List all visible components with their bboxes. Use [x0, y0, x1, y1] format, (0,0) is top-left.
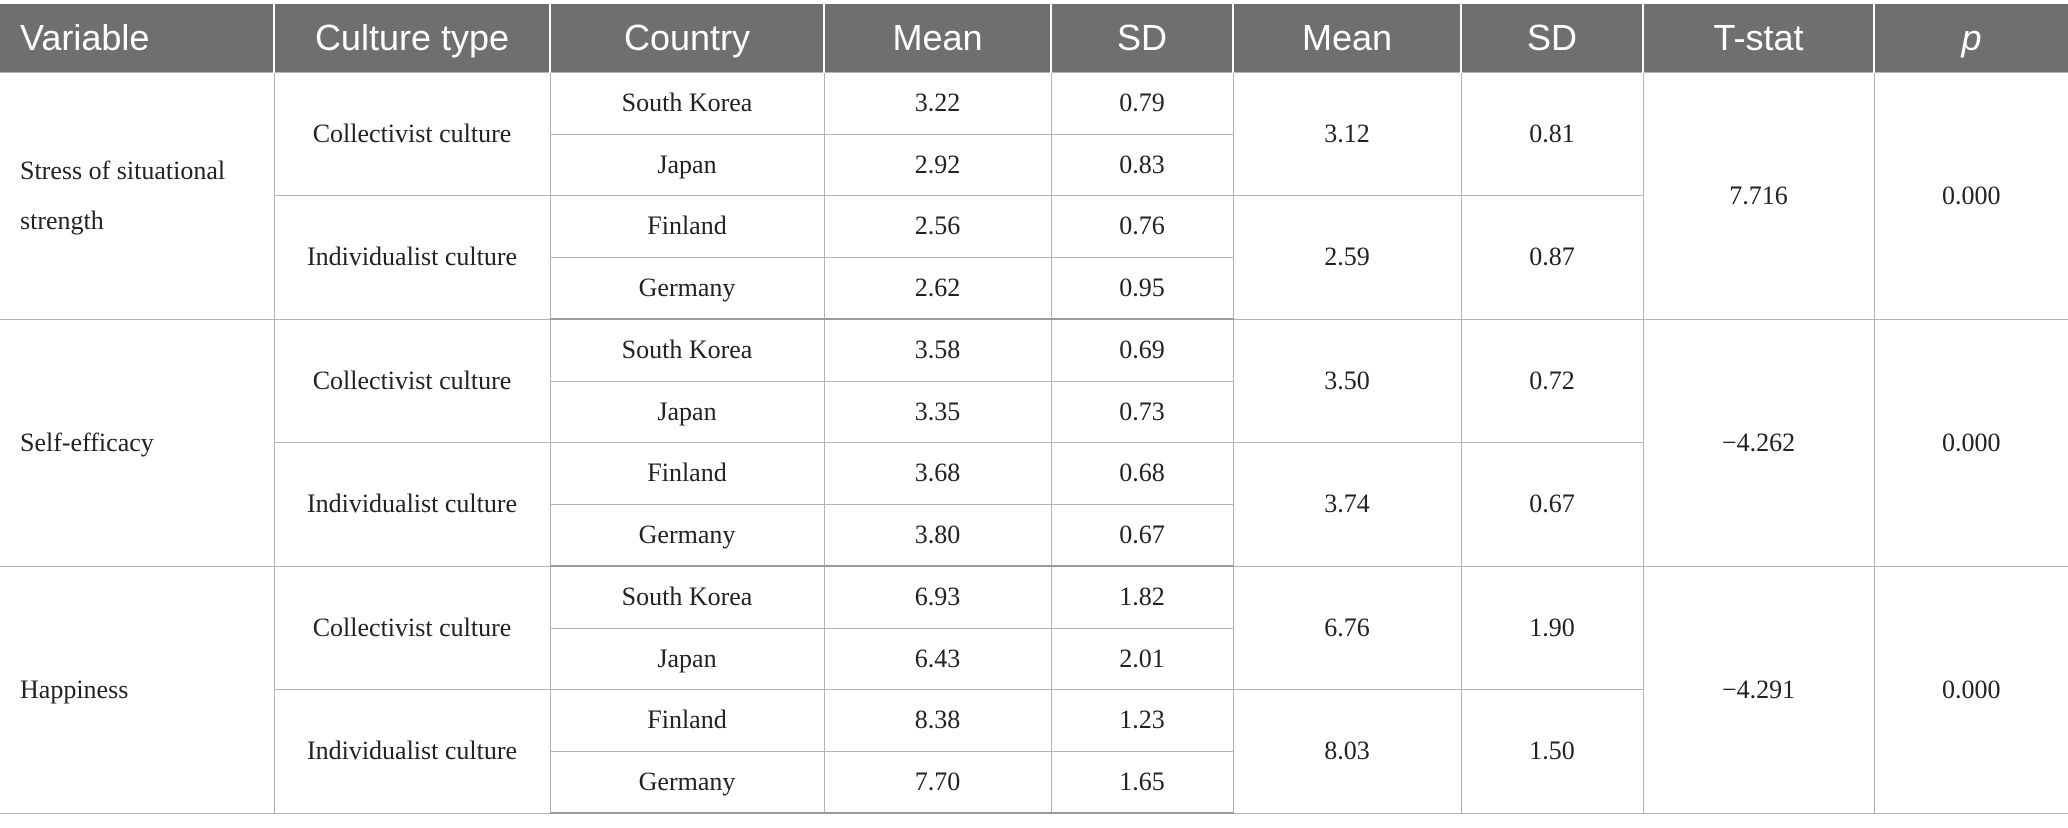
mean-cell: 6.43	[823, 627, 1052, 690]
sd-cell: 0.73	[1050, 380, 1233, 443]
group-sd-cell: 0.72	[1460, 318, 1644, 443]
variable-cell: Self-efficacy	[0, 318, 275, 567]
mean-cell: 2.56	[823, 195, 1052, 258]
mean-cell: 3.58	[823, 318, 1052, 382]
group-sd-cell: 0.67	[1460, 442, 1643, 567]
sd-cell: 2.01	[1050, 627, 1233, 690]
sd-cell: 0.83	[1050, 133, 1233, 196]
country-cell: South Korea	[549, 565, 825, 629]
header-culture-type: Culture type	[273, 4, 551, 73]
table-row: Individualist culture Finland 8.38 1.23 …	[0, 689, 2068, 814]
header-mean: Mean	[823, 4, 1052, 73]
table-row: Individualist culture Finland 2.56 0.76 …	[0, 195, 2068, 320]
table-row: Individualist culture Finland 3.68 0.68 …	[0, 442, 2068, 567]
header-row: Variable Culture type Country Mean SD Me…	[0, 4, 2068, 73]
sd-cell: 0.95	[1050, 256, 1233, 320]
mean-cell: 3.22	[823, 72, 1052, 135]
table-body: Stress of situational strength Collectiv…	[0, 72, 2068, 814]
t-stat-cell: −4.262	[1642, 318, 1875, 567]
mean-cell: 7.70	[823, 750, 1052, 814]
header-variable: Variable	[0, 4, 275, 73]
group-sd-cell: 0.81	[1460, 72, 1644, 196]
p-value-cell: 0.000	[1873, 318, 2068, 567]
mean-cell: 8.38	[823, 689, 1052, 752]
table-row: Stress of situational strength Collectiv…	[0, 72, 2068, 320]
country-cell: Finland	[549, 689, 825, 752]
group-mean-cell: 6.76	[1232, 565, 1462, 690]
country-cell: Finland	[549, 195, 825, 258]
table-row: Japan 2.92 0.83	[0, 133, 2068, 196]
group-mean-cell: 2.59	[1232, 195, 1462, 320]
culture-type-cell: Individualist culture	[274, 442, 551, 567]
p-value-cell: 0.000	[1873, 72, 2068, 320]
table-row: Self-efficacy Collectivist culture South…	[0, 318, 2068, 567]
table-row: Japan 3.35 0.73	[0, 380, 2068, 443]
table-row: Happiness Collectivist culture South Kor…	[0, 565, 2068, 814]
country-cell: South Korea	[549, 72, 825, 135]
variable-cell: Happiness	[0, 565, 275, 814]
mean-cell: 2.92	[823, 133, 1052, 196]
sd-cell: 0.68	[1050, 442, 1234, 505]
country-cell: Germany	[550, 503, 825, 567]
table-header: Variable Culture type Country Mean SD Me…	[0, 4, 2068, 73]
group-sd-cell: 0.87	[1460, 195, 1643, 320]
culture-type-cell: Collectivist culture	[273, 72, 551, 196]
mean-cell: 3.35	[823, 380, 1052, 443]
group-sd-cell: 1.50	[1460, 689, 1643, 814]
culture-type-cell: Collectivist culture	[273, 318, 551, 443]
mean-cell: 2.62	[823, 256, 1052, 320]
country-cell: Japan	[550, 627, 825, 690]
sd-cell: 0.79	[1050, 72, 1234, 135]
group-mean-cell: 3.12	[1232, 72, 1462, 196]
variable-cell: Stress of situational strength	[0, 72, 275, 320]
table-row: Japan 6.43 2.01	[0, 627, 2068, 690]
header-country: Country	[549, 4, 825, 73]
country-cell: Germany	[550, 256, 825, 320]
country-cell: Japan	[550, 380, 825, 443]
header-sd: SD	[1050, 4, 1234, 73]
sd-cell: 0.67	[1050, 503, 1233, 567]
group-mean-cell: 3.74	[1232, 442, 1462, 567]
group-mean-cell: 8.03	[1232, 689, 1462, 814]
mean-cell: 3.80	[823, 503, 1052, 567]
header-t-stat: T-stat	[1642, 4, 1875, 73]
t-stat-cell: 7.716	[1642, 72, 1875, 320]
group-mean-cell: 3.50	[1232, 318, 1462, 443]
sd-cell: 1.82	[1050, 565, 1234, 629]
sd-cell: 1.65	[1050, 750, 1233, 814]
culture-type-cell: Individualist culture	[274, 689, 551, 814]
mean-cell: 3.68	[823, 442, 1052, 505]
table-row: Germany 7.70 1.65	[0, 750, 2068, 814]
header-group-mean: Mean	[1232, 4, 1462, 73]
sd-cell: 0.69	[1050, 318, 1234, 382]
sd-cell: 1.23	[1050, 689, 1234, 752]
table-row: Germany 3.80 0.67	[0, 503, 2068, 567]
p-value-cell: 0.000	[1873, 565, 2068, 814]
sd-cell: 0.76	[1050, 195, 1234, 258]
group-sd-cell: 1.90	[1460, 565, 1644, 690]
country-cell: South Korea	[549, 318, 825, 382]
mean-cell: 6.93	[823, 565, 1052, 629]
header-group-sd: SD	[1460, 4, 1644, 73]
culture-type-cell: Individualist culture	[274, 195, 551, 320]
country-cell: Japan	[550, 133, 825, 196]
t-stat-cell: −4.291	[1642, 565, 1875, 814]
country-cell: Finland	[549, 442, 825, 505]
header-p-value: p	[1873, 4, 2068, 73]
results-table: Variable Culture type Country Mean SD Me…	[0, 4, 2068, 814]
table-row: Germany 2.62 0.95	[0, 256, 2068, 320]
culture-type-cell: Collectivist culture	[273, 565, 551, 690]
country-cell: Germany	[550, 750, 825, 814]
